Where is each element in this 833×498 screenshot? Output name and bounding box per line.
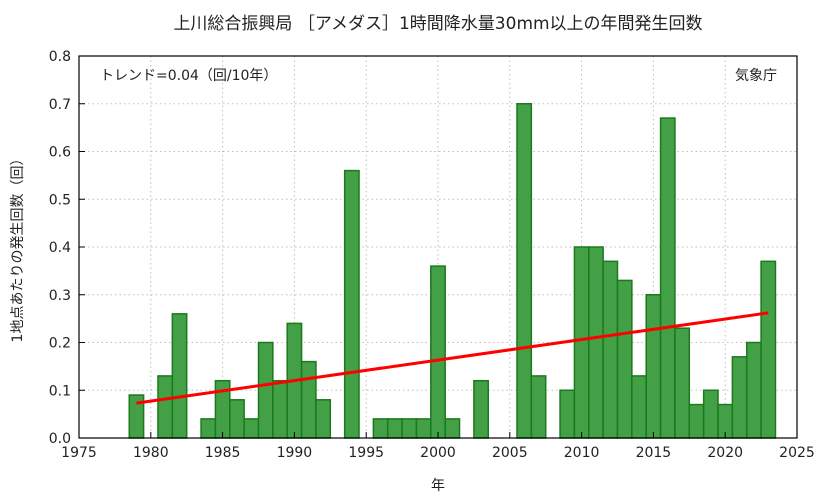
trend-annotation: トレンド=0.04（回/10年） [100, 68, 277, 84]
bar-1998 [401, 418, 418, 439]
bar-1992 [315, 399, 332, 439]
bar-2017 [674, 327, 691, 439]
bar-1994 [343, 169, 360, 439]
x-tick-label: 1990 [277, 445, 313, 461]
y-tick-label: 0.7 [49, 97, 71, 113]
x-axis: 1975 1980 1985 1990 1995 2000 2005 2010 2015 2020… [61, 432, 815, 461]
bar-2015 [645, 294, 662, 439]
bar-1987 [243, 418, 260, 439]
x-tick-label: 1985 [205, 445, 241, 461]
x-tick-label: 1980 [133, 445, 169, 461]
y-axis: 0.0 0.1 0.2 0.3 0.4 0.5 0.6 0.7 0.8 [49, 49, 85, 447]
chart-title: 上川総合振興局 ［アメダス］1時間降水量30mm以上の年間発生回数 [173, 14, 702, 34]
x-tick-label: 2020 [707, 445, 743, 461]
x-tick-label: 2010 [564, 445, 600, 461]
x-tick-label: 2005 [492, 445, 528, 461]
bar-2009 [559, 389, 576, 439]
bar-2001 [444, 418, 461, 439]
bar-2016 [659, 117, 676, 439]
bar-2011 [588, 246, 604, 439]
x-tick-label: 2025 [779, 445, 815, 461]
bar-1999 [415, 418, 432, 439]
trend-line-group [136, 311, 769, 405]
bar-2023 [760, 260, 777, 439]
bar-2013 [616, 279, 633, 439]
y-tick-label: 0.6 [49, 145, 71, 161]
bar-1988 [257, 341, 274, 439]
x-tick-label: 1995 [348, 445, 384, 461]
bar-2021 [731, 356, 748, 439]
bar-2007 [530, 375, 547, 439]
bar-1997 [386, 418, 403, 439]
bar-1984 [200, 418, 217, 439]
bars [128, 103, 777, 439]
bar-2000 [430, 265, 446, 439]
bar-2010 [573, 246, 590, 439]
y-tick-label: 0.4 [49, 240, 71, 256]
gridlines [79, 56, 797, 438]
x-tick-label: 2000 [420, 445, 456, 461]
bar-2006 [516, 103, 533, 439]
y-tick-label: 0.1 [49, 383, 71, 399]
y-tick-label: 0.0 [49, 431, 71, 447]
bar-2019 [702, 389, 719, 439]
source-label: 気象庁 [735, 68, 777, 84]
bar-1986 [229, 399, 245, 439]
x-axis-label: 年 [431, 478, 445, 494]
y-tick-label: 0.3 [49, 288, 71, 304]
y-tick-label: 0.8 [49, 49, 71, 65]
bar-2022 [745, 341, 762, 439]
y-tick-label: 0.2 [49, 336, 71, 352]
bar-2003 [473, 379, 490, 439]
x-tick-label: 2015 [636, 445, 672, 461]
bar-2018 [688, 403, 705, 439]
bar-1989 [272, 379, 288, 439]
trend-line [136, 311, 769, 405]
bar-1981 [157, 375, 174, 439]
bar-2012 [602, 260, 619, 439]
bar-1982 [171, 313, 188, 439]
bar-1996 [372, 418, 389, 439]
bar-1991 [300, 360, 317, 439]
y-tick-label: 0.5 [49, 192, 71, 208]
x-tick-label: 1975 [61, 445, 97, 461]
bar-2014 [631, 375, 647, 439]
y-axis-label: 1地点あたりの発生回数（回） [10, 152, 26, 343]
